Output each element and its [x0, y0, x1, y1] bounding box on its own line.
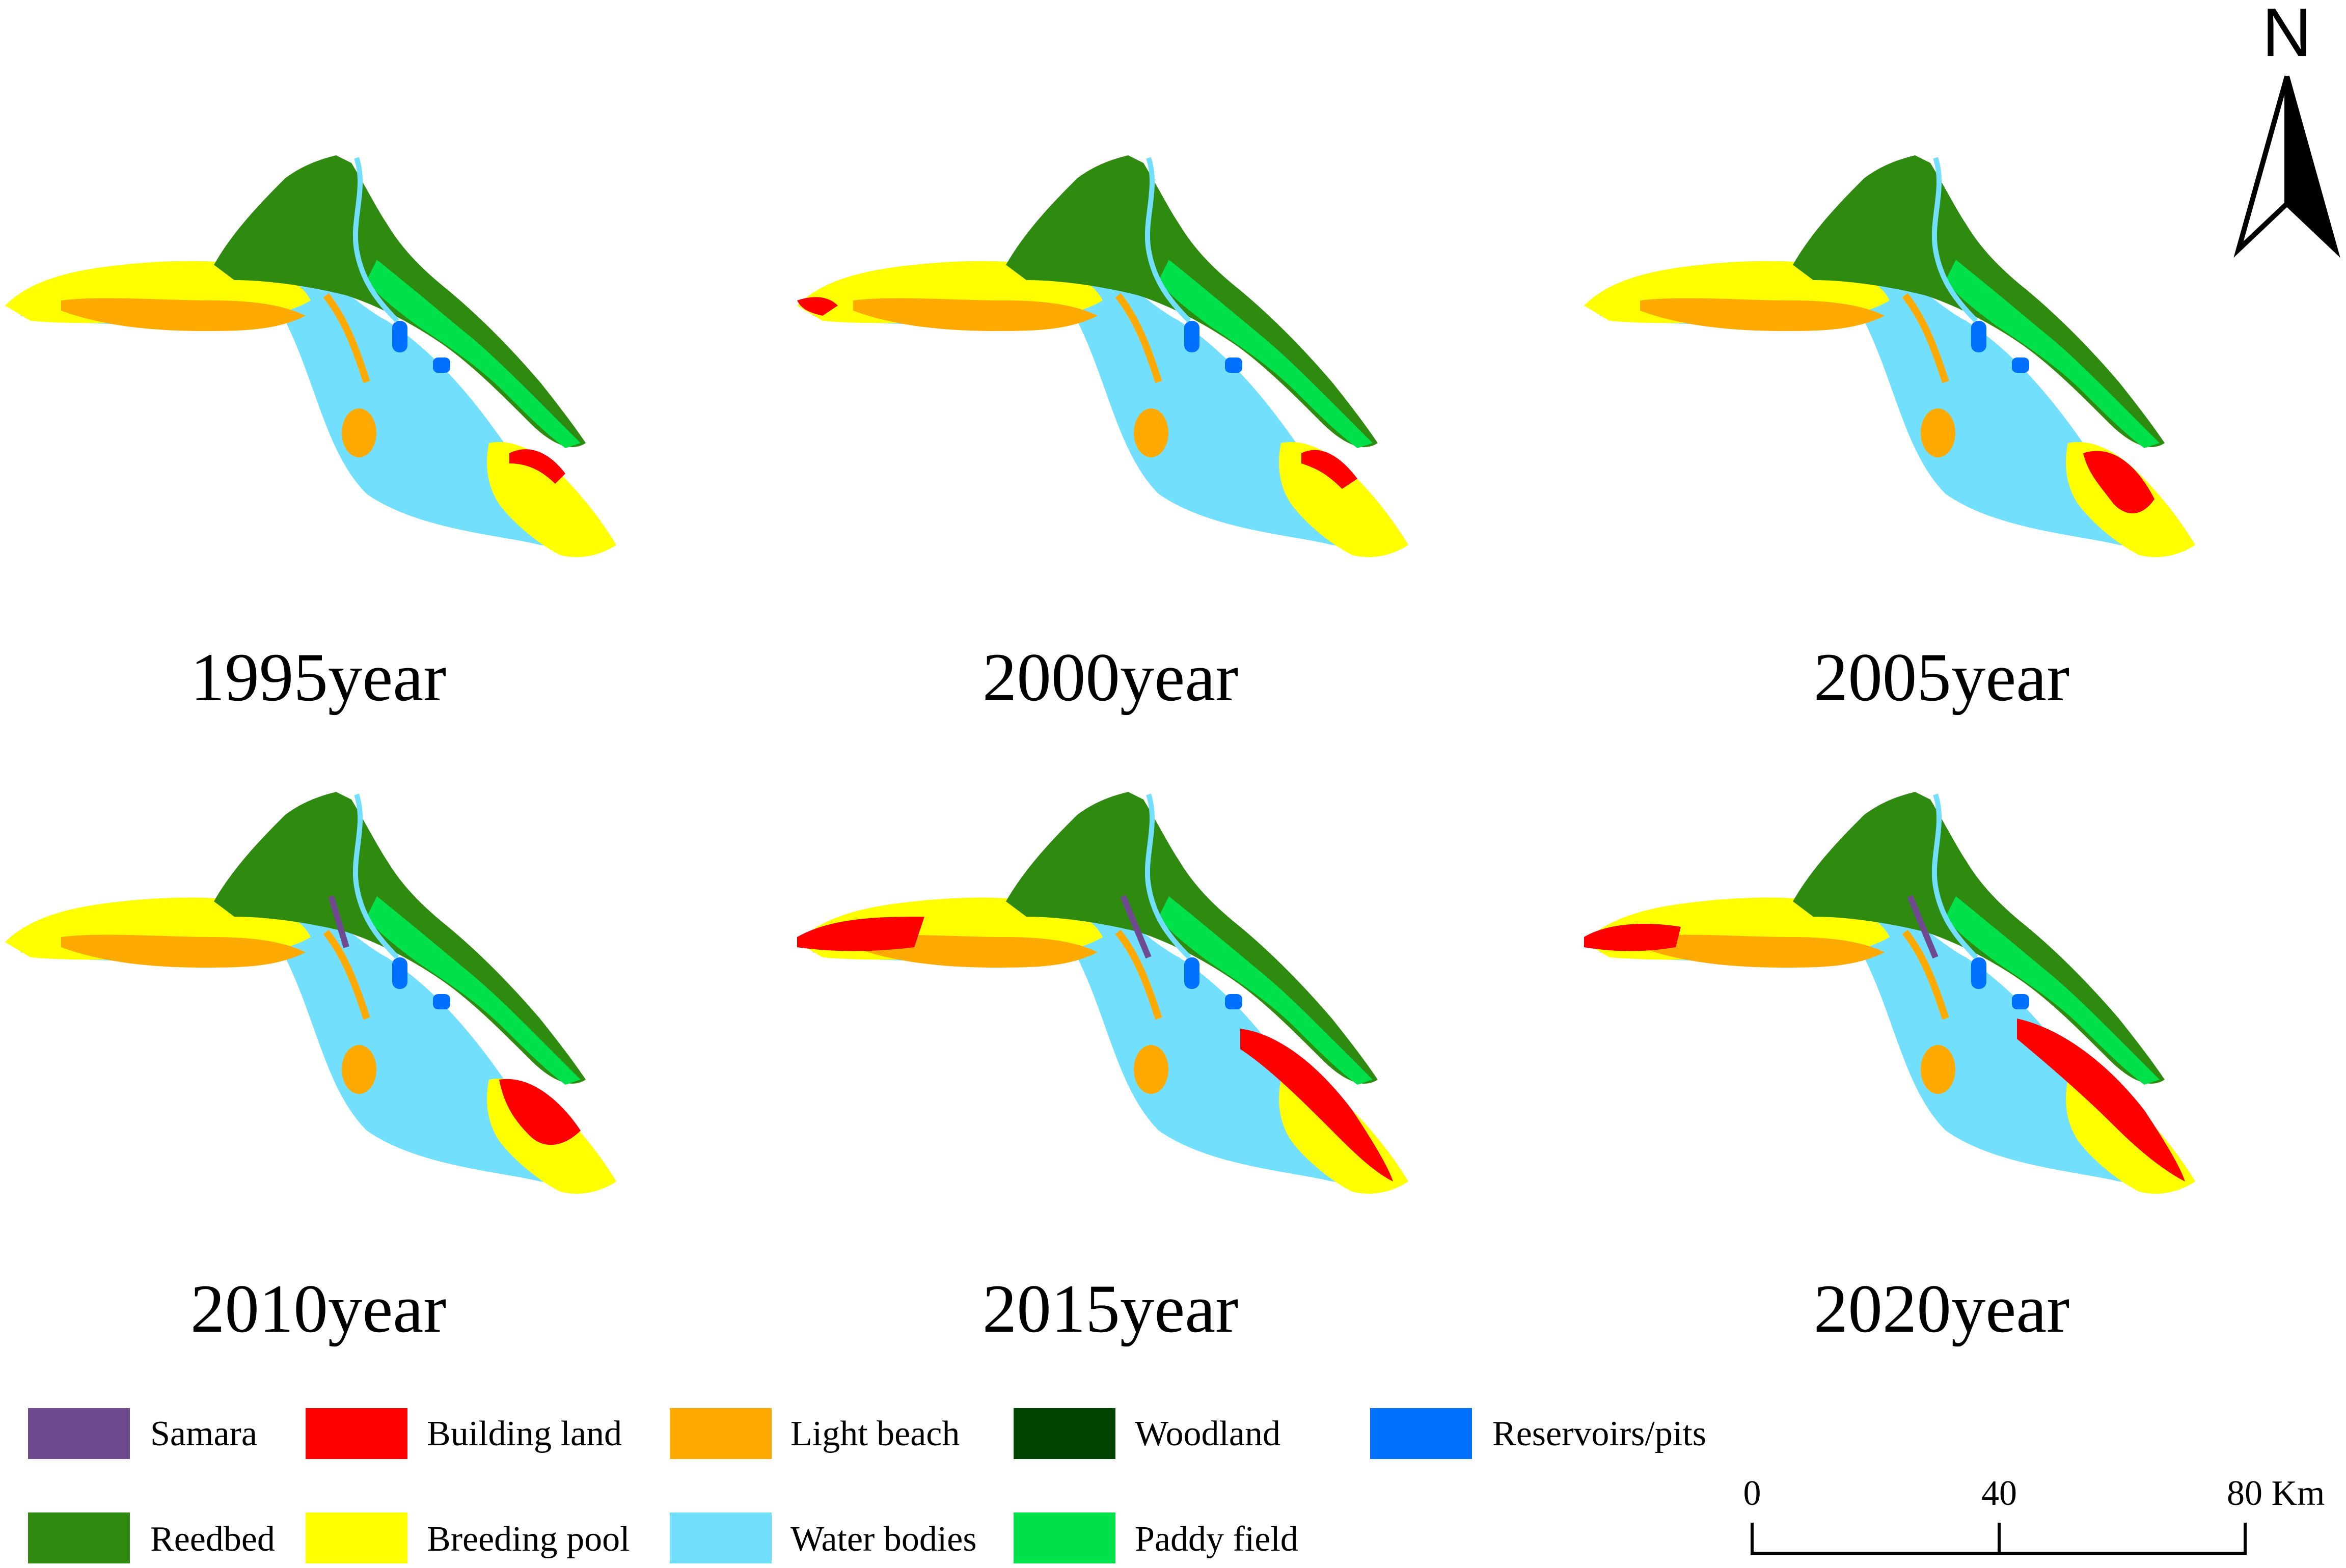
panel-label-1995: 1995year	[190, 640, 446, 716]
legend-swatch-breeding-pool	[306, 1512, 407, 1563]
map-panel-2005	[1584, 155, 2195, 557]
panel-label-2000: 2000year	[983, 640, 1238, 716]
north-label: N	[2262, 0, 2312, 71]
legend: Samara Building land Light beach Woodlan…	[28, 1408, 1706, 1563]
scale-tick-label-80: 80 Km	[2227, 1474, 2325, 1513]
map-panel-2020	[1584, 792, 2195, 1194]
legend-label-water-bodies: Water bodies	[790, 1520, 977, 1559]
legend-swatch-paddy-field	[1014, 1512, 1115, 1563]
legend-item-woodland: Woodland	[1014, 1408, 1280, 1459]
map-panel-2015	[797, 792, 1408, 1194]
legend-label-light-beach: Light beach	[790, 1414, 960, 1453]
legend-item-reservoirs-pits: Reservoirs/pits	[1370, 1408, 1706, 1459]
legend-swatch-reedbed	[28, 1512, 130, 1563]
panel-label-2010: 2010year	[190, 1271, 446, 1347]
north-arrow-icon: N	[2233, 0, 2340, 258]
legend-label-reedbed: Reedbed	[150, 1520, 275, 1559]
legend-item-building-land: Building land	[306, 1408, 622, 1459]
legend-swatch-reservoirs-pits	[1370, 1408, 1472, 1459]
map-panel-2000	[797, 155, 1408, 557]
map-panel-1995	[5, 155, 616, 557]
map-panel-2010	[5, 792, 616, 1194]
legend-swatch-building-land	[306, 1408, 407, 1459]
legend-item-reedbed: Reedbed	[28, 1512, 275, 1563]
legend-item-light-beach: Light beach	[670, 1408, 960, 1459]
legend-label-breeding-pool: Breeding pool	[427, 1520, 630, 1559]
legend-label-paddy-field: Paddy field	[1135, 1520, 1298, 1559]
scale-tick-label-40: 40	[1981, 1474, 2017, 1513]
panel-label-2020: 2020year	[1814, 1271, 2069, 1347]
legend-item-breeding-pool: Breeding pool	[306, 1512, 630, 1563]
legend-swatch-light-beach	[670, 1408, 772, 1459]
panel-label-2005: 2005year	[1814, 640, 2069, 716]
legend-label-samara: Samara	[150, 1414, 257, 1453]
scale-tick-label-0: 0	[1743, 1474, 1761, 1513]
legend-swatch-water-bodies	[670, 1512, 772, 1563]
scale-bar: 0 40 80 Km	[1743, 1474, 2325, 1555]
legend-item-water-bodies: Water bodies	[670, 1512, 977, 1563]
legend-swatch-samara	[28, 1408, 130, 1459]
panel-label-2015: 2015year	[983, 1271, 1238, 1347]
legend-swatch-woodland	[1014, 1408, 1115, 1459]
legend-label-reservoirs-pits: Reservoirs/pits	[1492, 1414, 1706, 1453]
legend-item-paddy-field: Paddy field	[1014, 1512, 1298, 1563]
legend-label-building-land: Building land	[427, 1414, 622, 1453]
legend-item-samara: Samara	[28, 1408, 257, 1459]
legend-label-woodland: Woodland	[1135, 1414, 1280, 1453]
